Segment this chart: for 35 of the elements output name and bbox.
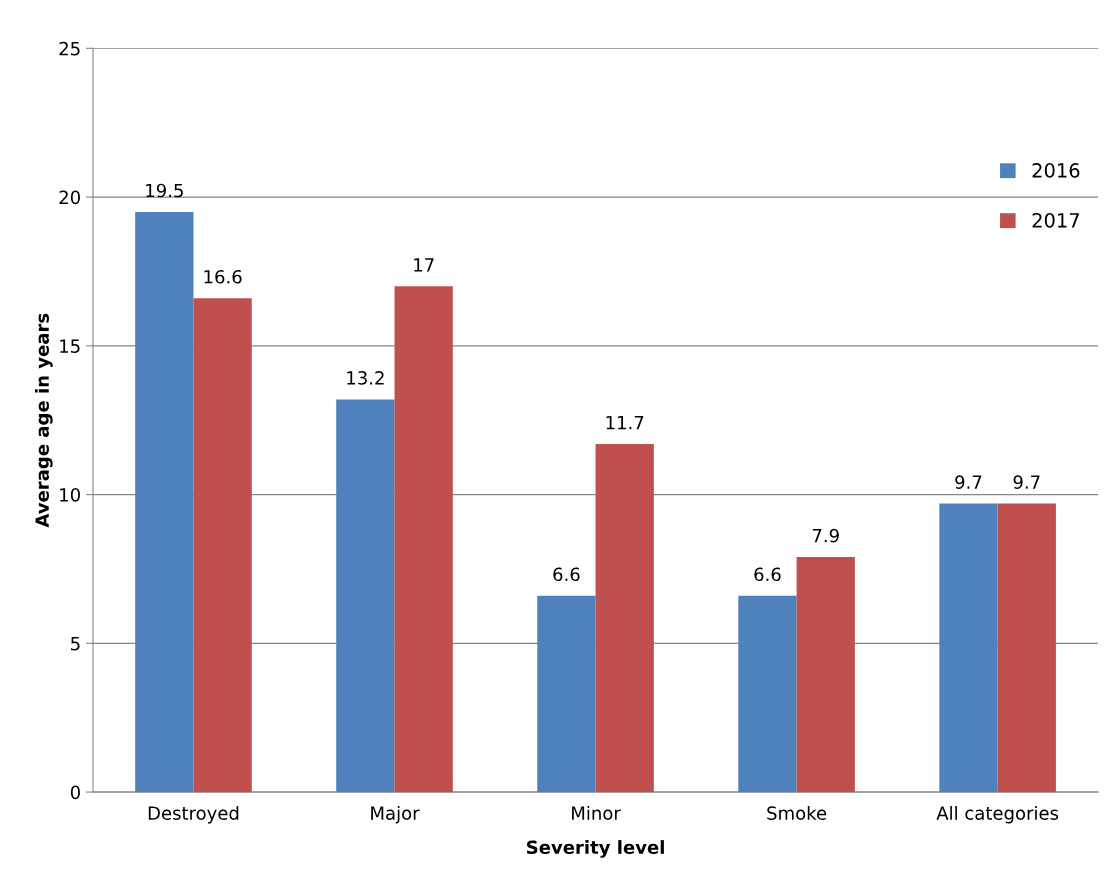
data-label: 11.7 <box>606 415 644 430</box>
bar <box>595 444 654 793</box>
x-tick-label: Major <box>371 805 420 824</box>
y-tick-label: 5 <box>71 637 80 651</box>
bar <box>997 503 1056 793</box>
data-label: 9.7 <box>955 475 982 489</box>
x-tick-label: All categories <box>936 805 1059 824</box>
y-tick-label: 20 <box>59 190 80 205</box>
bar <box>939 503 998 793</box>
bar <box>796 557 855 793</box>
data-label: 19.5 <box>146 183 183 198</box>
legend-label: 2017 <box>1032 212 1079 228</box>
y-axis-title: Average age in years <box>35 313 53 528</box>
y-tick-label: 10 <box>60 488 80 502</box>
y-tick-label: 0 <box>70 785 80 800</box>
data-label: 6.6 <box>553 567 580 582</box>
x-tick-label: Smoke <box>767 805 827 820</box>
x-tick-label: Minor <box>572 805 621 820</box>
y-tick-label: 15 <box>60 339 80 353</box>
x-axis-title: Severity level <box>527 840 664 858</box>
bar <box>336 399 395 793</box>
data-label: 9.7 <box>1013 475 1040 489</box>
data-label: 16.6 <box>204 269 242 284</box>
bar <box>394 286 453 793</box>
data-label: 7.9 <box>812 528 839 543</box>
data-label: 6.6 <box>754 567 781 582</box>
bar <box>738 595 797 793</box>
x-tick-label: Destroyed <box>148 805 239 824</box>
data-label: 13.2 <box>347 371 384 385</box>
data-label: 17 <box>414 258 434 272</box>
legend-label: 2016 <box>1032 163 1080 178</box>
bar <box>135 211 194 793</box>
bar <box>193 298 252 793</box>
bar <box>537 595 596 793</box>
y-tick-label: 25 <box>59 41 80 56</box>
